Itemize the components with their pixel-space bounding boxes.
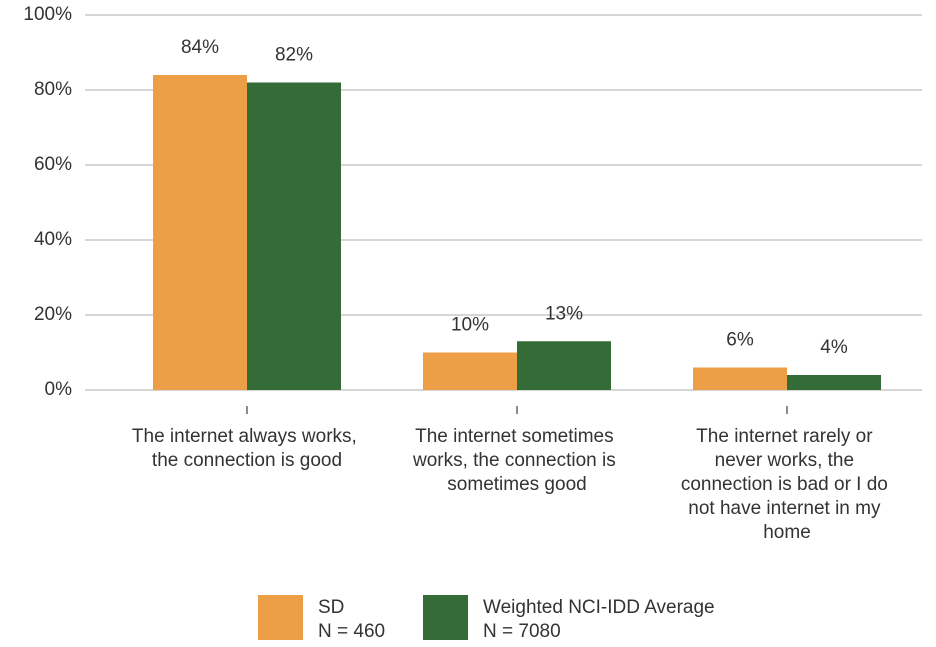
text-line: not have internet in my: [688, 498, 886, 519]
legend-swatch: [258, 595, 303, 640]
value-label: 82%: [275, 45, 313, 66]
legend-label: Weighted NCI-IDD Average N = 7080: [483, 597, 715, 642]
bar: [787, 375, 881, 390]
text-line: The internet always works,: [132, 426, 362, 447]
text-line: works, the connection is: [412, 450, 621, 471]
bar: [247, 82, 341, 390]
y-tick-label: 0%: [45, 379, 73, 400]
legend-label: SD N = 460: [318, 597, 385, 642]
text-line: never works, the: [715, 450, 860, 471]
text-line: N = 7080: [483, 621, 561, 642]
text-line: The internet rarely or: [696, 426, 878, 447]
text-line: SD: [318, 597, 344, 618]
bar: [153, 75, 247, 390]
text-line: Weighted NCI-IDD Average: [483, 597, 715, 618]
text-line: connection is bad or I do: [681, 474, 893, 495]
y-tick-label: 100%: [23, 4, 72, 25]
bar: [693, 367, 787, 390]
value-label: 84%: [181, 37, 219, 58]
legend-swatch: [423, 595, 468, 640]
bar: [517, 341, 611, 390]
y-tick-label: 20%: [34, 304, 72, 325]
bar: [423, 352, 517, 390]
value-label: 6%: [726, 330, 754, 351]
x-tick-label: The internet always works, the connectio…: [132, 426, 362, 471]
value-label: 10%: [451, 315, 489, 336]
x-tick-label: The internet sometimes works, the connec…: [412, 426, 621, 495]
value-label: 4%: [820, 337, 848, 358]
y-tick-label: 40%: [34, 229, 72, 250]
value-label: 13%: [545, 303, 583, 324]
x-tick-label: The internet rarely or never works, the …: [681, 426, 893, 543]
text-line: home: [763, 522, 811, 543]
text-line: The internet sometimes: [415, 426, 619, 447]
text-line: N = 460: [318, 621, 385, 642]
y-tick-label: 80%: [34, 79, 72, 100]
text-line: the connection is good: [152, 450, 342, 471]
y-tick-label: 60%: [34, 154, 72, 175]
text-line: sometimes good: [447, 474, 586, 495]
